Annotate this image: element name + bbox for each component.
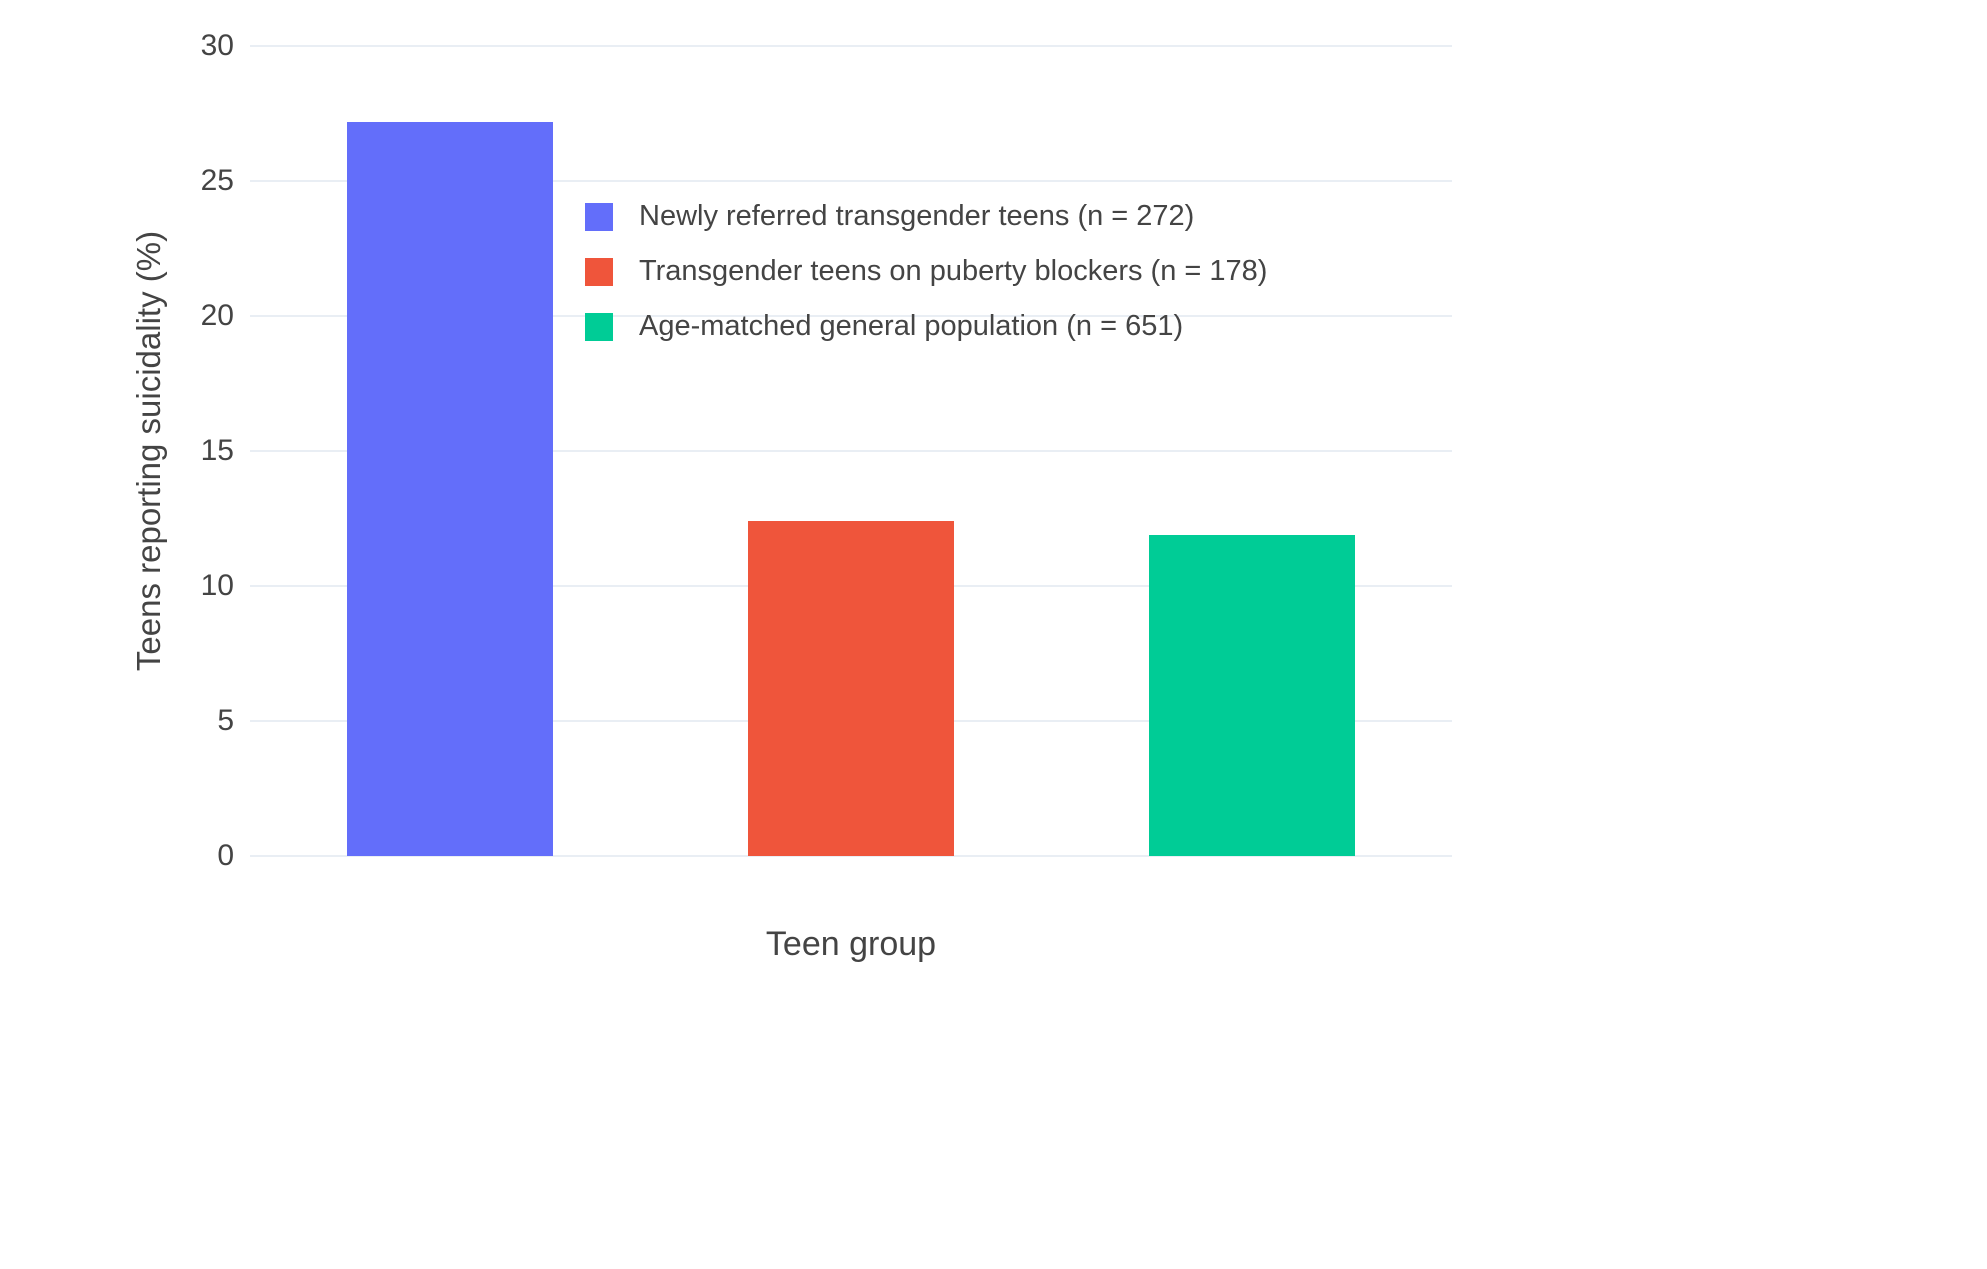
y-tick-label: 5 bbox=[217, 704, 234, 737]
gridline bbox=[250, 45, 1452, 47]
legend-label: Newly referred transgender teens (n = 27… bbox=[639, 200, 1195, 232]
y-tick-label: 25 bbox=[200, 164, 234, 197]
gridline bbox=[250, 315, 1452, 317]
legend: Newly referred transgender teens (n = 27… bbox=[585, 200, 1267, 343]
bar bbox=[1149, 535, 1355, 856]
bar bbox=[347, 122, 553, 856]
legend-swatch bbox=[585, 257, 613, 286]
y-tick-label: 30 bbox=[200, 29, 234, 62]
y-tick-label: 0 bbox=[217, 839, 234, 872]
legend-label: Transgender teens on puberty blockers (n… bbox=[639, 255, 1268, 287]
bar bbox=[748, 521, 954, 856]
legend-swatch bbox=[585, 312, 613, 341]
legend-item[interactable]: Newly referred transgender teens (n = 27… bbox=[585, 200, 1267, 233]
gridline bbox=[250, 855, 1452, 857]
gridline bbox=[250, 450, 1452, 452]
gridline bbox=[250, 180, 1452, 182]
y-tick-label: 20 bbox=[200, 299, 234, 332]
legend-item[interactable]: Age-matched general population (n = 651) bbox=[585, 310, 1267, 343]
y-axis-title: Teens reporting suicidality (%) bbox=[130, 230, 167, 672]
plot-area bbox=[250, 45, 1452, 857]
y-tick-label: 10 bbox=[200, 569, 234, 602]
legend-item[interactable]: Transgender teens on puberty blockers (n… bbox=[585, 255, 1267, 288]
legend-swatch bbox=[585, 202, 613, 231]
y-tick-label: 15 bbox=[200, 434, 234, 467]
x-axis-title: Teen group bbox=[765, 925, 937, 963]
legend-label: Age-matched general population (n = 651) bbox=[639, 310, 1184, 342]
